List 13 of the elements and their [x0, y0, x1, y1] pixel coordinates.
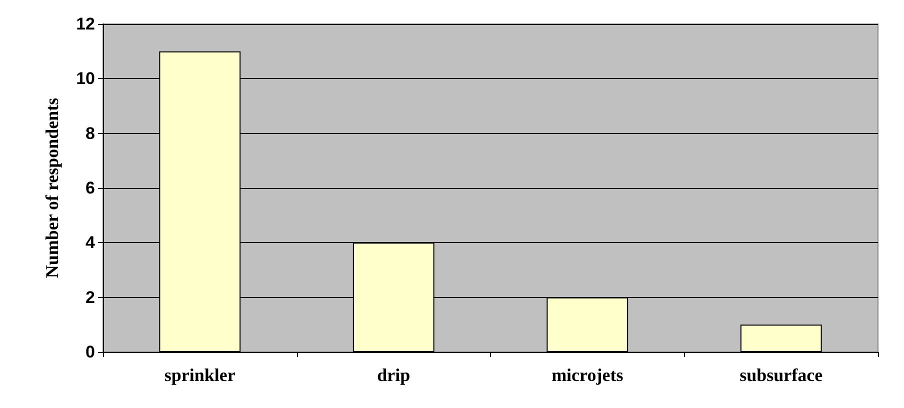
y-tick-label: 8 [86, 124, 95, 143]
y-axis-title: Number of respondents [42, 98, 62, 278]
x-tick-label: subsurface [740, 365, 823, 385]
y-tick-label: 2 [86, 288, 95, 307]
bar [740, 324, 822, 352]
x-tick-label: sprinkler [164, 365, 236, 385]
y-tick-label: 4 [86, 233, 96, 252]
y-tick-label: 12 [76, 14, 95, 34]
y-tick-label: 0 [86, 342, 95, 362]
y-tick-label: 6 [86, 178, 95, 198]
x-tick-label: drip [377, 365, 410, 385]
y-tick-label: 10 [76, 69, 95, 88]
x-tick-label: microjets [552, 365, 624, 385]
